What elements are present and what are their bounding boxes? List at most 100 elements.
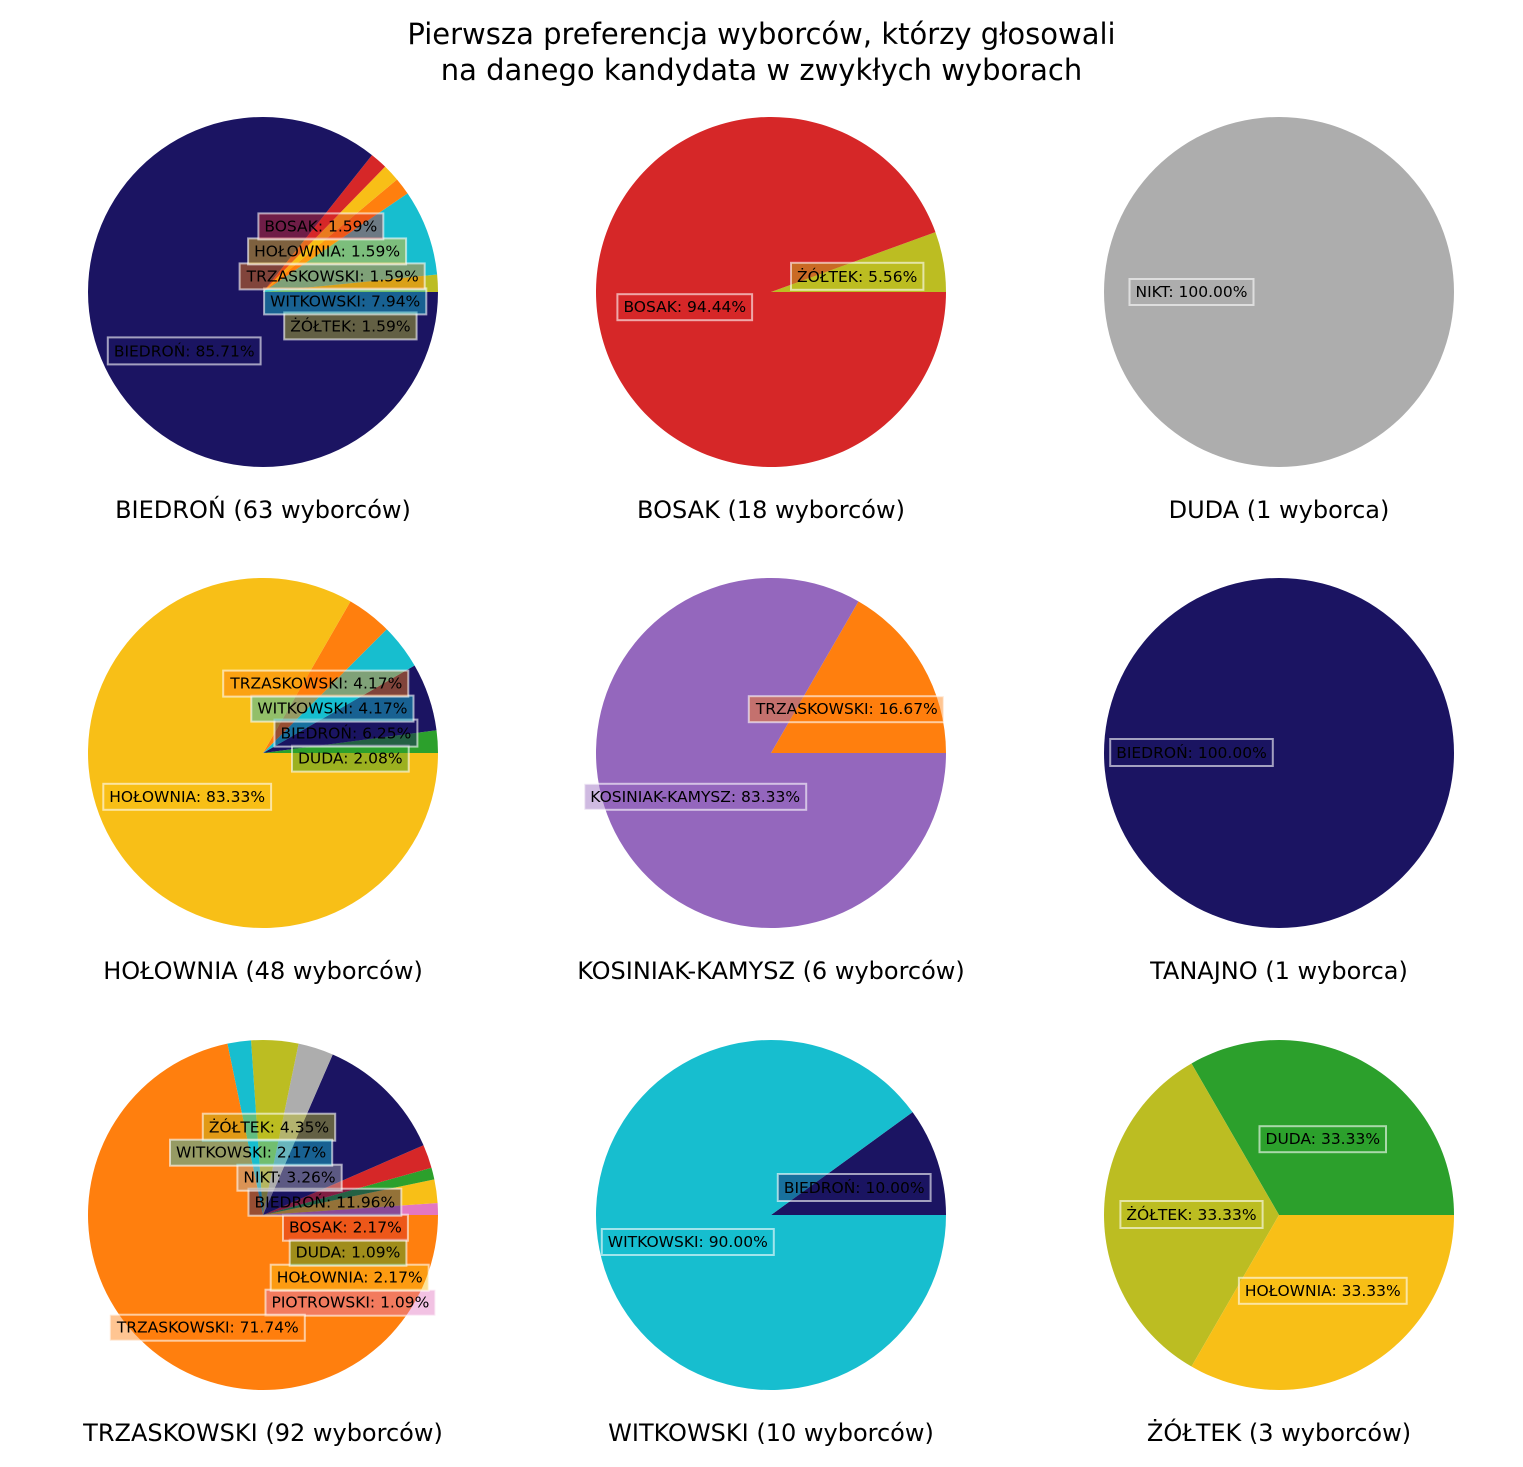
pie-label-box [273, 718, 419, 748]
pie-slice [263, 1054, 424, 1215]
pie-slice-label: HOŁOWNIA: 83.33% [109, 788, 265, 806]
pie-chart: TRZASKOWSKI: 16.67% KOSINIAK-KAMYSZ: 83.3… [577, 578, 965, 985]
pie-slice-label: ŻÓŁTEK: 4.35% [209, 1118, 329, 1137]
pie-slice [1191, 1215, 1454, 1390]
pie-slice [263, 1203, 438, 1215]
pie-chart: DUDA: 2.08% BIEDROŃ: 6.25% WITKOWSKI: 4.17… [87, 578, 438, 985]
pie-label-box [1109, 738, 1274, 767]
pie-slice [251, 1039, 299, 1215]
pie-slice [771, 601, 946, 753]
pie-slice-label: TRZASKOWSKI: 16.67% [755, 700, 938, 718]
pie-slice [263, 193, 438, 292]
pie-slice-label: KOSINIAK-KAMYSZ: 83.33% [590, 788, 800, 806]
pie-label-box [600, 1228, 775, 1256]
pie-slice-label: DUDA: 33.33% [1266, 1130, 1381, 1148]
pie-slice [771, 1112, 947, 1215]
pie-slice-label: BOSAK: 2.17% [289, 1219, 402, 1237]
pie-label-box [747, 695, 945, 724]
pie-chart: NIKT: 100.00% DUDA (1 wyborca) [1104, 117, 1454, 524]
pie-label-box [288, 1238, 408, 1267]
pie-label-box [776, 1173, 932, 1202]
pie-slice-label: WITKOWSKI: 7.94% [270, 292, 420, 310]
pie-slice-label: NIKT: 100.00% [1135, 283, 1247, 301]
pie-caption: ŻÓŁTEK (3 wyborców) [1147, 1417, 1411, 1447]
pie-chart: PIOTROWSKI: 1.09% HOŁOWNIA: 2.17% DUDA: 1.… [82, 1039, 443, 1447]
pie-label-box [102, 782, 273, 811]
pie-slice-label: BIEDROŃ: 6.25% [280, 724, 411, 743]
pie-chart: BIEDROŃ: 100.00% TANAJNO (1 wyborca) [1104, 578, 1454, 985]
pie-slice-label: WITKOWSKI: 90.00% [608, 1233, 768, 1251]
pie-slice [595, 116, 946, 467]
pie-slice [1191, 1040, 1454, 1215]
pie-slice-label: BIEDROŃ: 11.96% [255, 1193, 396, 1212]
chart-title-line-2: na danego kandydata w zwykłych wyborach [440, 53, 1083, 87]
pie-label-box [283, 311, 418, 341]
pie-caption: KOSINIAK-KAMYSZ (6 wyborców) [577, 957, 965, 985]
pie-slice [595, 1039, 946, 1390]
pie-slice-label: BOSAK: 94.44% [623, 298, 746, 316]
pie-slice-label: TRZASKOWSKI: 71.74% [116, 1319, 299, 1337]
pie-label-box [1119, 1200, 1264, 1229]
pie-slice [87, 578, 438, 929]
pie-slice-label: DUDA: 1.09% [296, 1244, 401, 1262]
pie-slice-label: TRZASKOWSKI: 4.17% [229, 675, 402, 693]
pie-slice-label: BIEDROŃ: 10.00% [784, 1178, 925, 1197]
pie-label-box [1258, 1125, 1387, 1154]
pie-slice [263, 155, 386, 292]
pie-slice [263, 1167, 435, 1215]
pie-label-box [616, 293, 754, 322]
pie-label-box [238, 262, 426, 291]
pie-caption: BIEDROŃ (63 wyborców) [115, 495, 411, 524]
pie-label-box [1237, 1276, 1408, 1305]
pie-slice [596, 578, 946, 929]
pie-slice-label: DUDA: 2.08% [298, 750, 403, 768]
pie-slice-label: NIKT: 3.26% [243, 1169, 335, 1187]
pie-caption: TANAJNO (1 wyborca) [1149, 957, 1408, 985]
pie-slice-label: PIOTROWSKI: 1.09% [271, 1294, 429, 1312]
pie-slice-label: ŻÓŁTEK: 33.33% [1126, 1205, 1256, 1224]
pie-caption: DUDA (1 wyborca) [1169, 496, 1390, 524]
pie-slice [263, 1043, 333, 1215]
pie-label-box [250, 694, 415, 723]
pie-slice [263, 1145, 432, 1215]
pie-slice-label: TRZASKOWSKI: 1.59% [246, 267, 419, 285]
pie-slice-label: BOSAK: 1.59% [264, 217, 377, 235]
pie-label-box [222, 669, 410, 698]
pie-slice-label: ŻÓŁTEK: 1.59% [290, 316, 410, 335]
pie-slice-label: HOŁOWNIA: 33.33% [1245, 1282, 1401, 1300]
pie-label-box [257, 212, 385, 241]
pie-slice [263, 601, 387, 753]
pie-slice [263, 665, 437, 753]
pie-slice-label: HOŁOWNIA: 1.59% [254, 242, 400, 260]
pie-label-box [108, 1313, 306, 1342]
pie-caption: BOSAK (18 wyborców) [637, 496, 905, 524]
pie-label-box [269, 1263, 430, 1292]
pie-label-box [790, 261, 925, 291]
pie-label-box [247, 1187, 403, 1217]
pie-label-box [291, 744, 410, 773]
pie-chart: BIEDROŃ: 10.00% WITKOWSKI: 90.00% WITKOWSK… [595, 1039, 947, 1447]
pie-label-box [106, 336, 262, 366]
pie-slice [88, 1043, 438, 1391]
pie-slice [1104, 1063, 1279, 1367]
pie-slice [1104, 578, 1454, 928]
pie-chart: DUDA: 33.33% ŻÓŁTEK: 33.33% HOŁOWNIA: 33.3… [1104, 1040, 1454, 1447]
pie-slice-label: BIEDROŃ: 100.00% [1116, 743, 1267, 762]
pie-slice-label: BIEDROŃ: 85.71% [114, 341, 255, 360]
pie-slice-label: HOŁOWNIA: 2.17% [277, 1269, 423, 1287]
pie-chart: ŻÓŁTEK: 5.56% BOSAK: 94.44% BOSAK (18 wybo… [595, 116, 947, 524]
pie-slice-label: WITKOWSKI: 4.17% [257, 700, 407, 718]
pie-chart: ŻÓŁTEK: 1.59% WITKOWSKI: 7.94% TRZASKOWSKI… [88, 116, 439, 524]
chart-title-line-1: Pierwsza preferencja wyborców, którzy gł… [407, 17, 1116, 51]
pie-label-box [583, 782, 808, 811]
pie-slice [88, 116, 439, 467]
pie-label-box [169, 1138, 334, 1167]
pie-caption: WITKOWSKI (10 wyborców) [608, 1419, 934, 1447]
pie-slice [1104, 117, 1454, 467]
pie-caption: HOŁOWNIA (48 wyborców) [103, 957, 423, 985]
pie-label-box [264, 1288, 437, 1317]
pie-slice [227, 1040, 263, 1215]
pie-slice [263, 166, 397, 292]
